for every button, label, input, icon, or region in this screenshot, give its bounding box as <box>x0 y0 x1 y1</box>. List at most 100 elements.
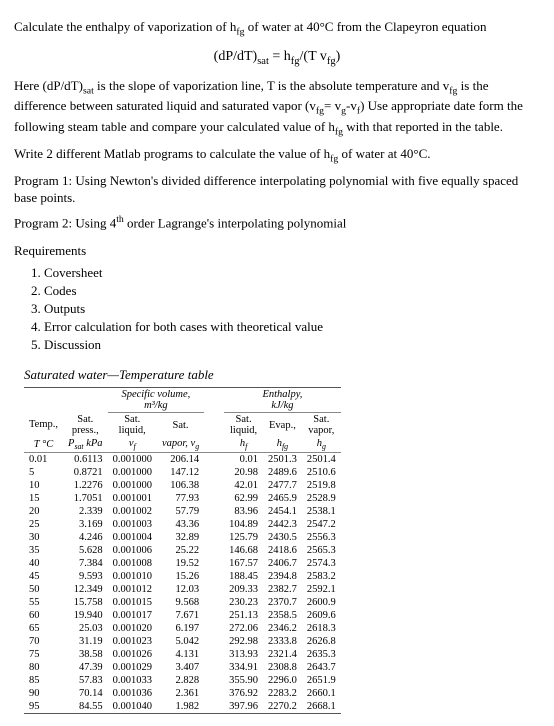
table-cell: 188.45 <box>224 570 263 583</box>
table-cell: 0.8721 <box>63 466 108 479</box>
table-cell: 230.23 <box>224 596 263 609</box>
table-cell: 147.12 <box>157 466 204 479</box>
table-cell: 57.83 <box>63 674 108 687</box>
program-1: Program 1: Using Newton's divided differ… <box>14 172 540 207</box>
table-row: 6019.9400.0010177.671251.132358.52609.6 <box>24 609 341 622</box>
table-cell: 251.13 <box>224 609 263 622</box>
table-cell: 2.828 <box>157 674 204 687</box>
table-cell: 0.001002 <box>108 505 157 518</box>
table-cell: 106.38 <box>157 479 204 492</box>
table-cell: 70.14 <box>63 687 108 700</box>
requirements-list: Coversheet Codes Outputs Error calculati… <box>44 265 540 353</box>
table-cell: 2308.8 <box>263 661 302 674</box>
table-caption: Saturated water—Temperature table <box>24 367 540 383</box>
table-row: 151.70510.00100177.9362.992465.92528.9 <box>24 492 341 505</box>
table-cell: 2.361 <box>157 687 204 700</box>
table-cell: 292.98 <box>224 635 263 648</box>
table-cell: 146.68 <box>224 544 263 557</box>
table-cell: 2382.7 <box>263 583 302 596</box>
enth-header: Enthalpy,kJ/kg <box>224 388 341 413</box>
table-cell: 0.001033 <box>108 674 157 687</box>
col-vf: Sat.liquid, <box>108 413 157 438</box>
table-cell: 397.96 <box>224 700 263 714</box>
table-cell: 40 <box>24 557 63 570</box>
col-temp: Temp., <box>24 413 63 438</box>
table-cell: 84.55 <box>63 700 108 714</box>
table-cell: 2510.6 <box>302 466 341 479</box>
col-hfg: Evap., <box>263 413 302 438</box>
table-cell: 0.01 <box>224 453 263 467</box>
table-cell: 2321.4 <box>263 648 302 661</box>
table-cell: 0.001004 <box>108 531 157 544</box>
table-row: 7031.190.0010235.042292.982333.82626.8 <box>24 635 341 648</box>
req-item: Coversheet <box>44 265 540 281</box>
table-cell: 209.33 <box>224 583 263 596</box>
steam-table: Specific volume,m³/kg Enthalpy,kJ/kg Tem… <box>24 387 341 714</box>
table-cell: 45 <box>24 570 63 583</box>
table-cell: 3.407 <box>157 661 204 674</box>
table-cell: 25 <box>24 518 63 531</box>
table-cell: 35 <box>24 544 63 557</box>
table-cell: 0.001017 <box>108 609 157 622</box>
table-cell: 7.671 <box>157 609 204 622</box>
table-row: 202.3390.00100257.7983.962454.12538.1 <box>24 505 341 518</box>
table-cell: 10 <box>24 479 63 492</box>
table-row: 459.5930.00101015.26188.452394.82583.2 <box>24 570 341 583</box>
table-cell: 2538.1 <box>302 505 341 518</box>
col-psat: Sat.press., <box>63 413 108 438</box>
table-cell: 125.79 <box>224 531 263 544</box>
table-cell: 50 <box>24 583 63 596</box>
table-cell: 2.339 <box>63 505 108 518</box>
table-cell: 2358.5 <box>263 609 302 622</box>
table-row: 5515.7580.0010159.568230.232370.72600.9 <box>24 596 341 609</box>
table-cell: 38.58 <box>63 648 108 661</box>
table-cell: 31.19 <box>63 635 108 648</box>
table-cell: 60 <box>24 609 63 622</box>
table-cell: 12.03 <box>157 583 204 596</box>
table-cell: 2574.3 <box>302 557 341 570</box>
table-cell: 2643.7 <box>302 661 341 674</box>
table-cell: 2668.1 <box>302 700 341 714</box>
table-row: 50.87210.001000147.1220.982489.62510.6 <box>24 466 341 479</box>
table-cell: 376.92 <box>224 687 263 700</box>
table-cell: 2565.3 <box>302 544 341 557</box>
table-cell: 4.246 <box>63 531 108 544</box>
table-cell: 2501.3 <box>263 453 302 467</box>
table-cell: 15 <box>24 492 63 505</box>
table-cell: 2626.8 <box>302 635 341 648</box>
table-cell: 32.89 <box>157 531 204 544</box>
col-hf: Sat.liquid, <box>224 413 263 438</box>
table-cell: 0.001036 <box>108 687 157 700</box>
table-cell: 272.06 <box>224 622 263 635</box>
table-row: 9584.550.0010401.982397.962270.22668.1 <box>24 700 341 714</box>
table-cell: 25.03 <box>63 622 108 635</box>
table-row: 5012.3490.00101212.03209.332382.72592.1 <box>24 583 341 596</box>
table-cell: 206.14 <box>157 453 204 467</box>
table-cell: 62.99 <box>224 492 263 505</box>
table-cell: 1.2276 <box>63 479 108 492</box>
table-cell: 2583.2 <box>302 570 341 583</box>
table-cell: 9.568 <box>157 596 204 609</box>
table-cell: 2418.6 <box>263 544 302 557</box>
table-cell: 3.169 <box>63 518 108 531</box>
table-cell: 75 <box>24 648 63 661</box>
table-cell: 77.93 <box>157 492 204 505</box>
table-cell: 2660.1 <box>302 687 341 700</box>
table-cell: 313.93 <box>224 648 263 661</box>
col-hg: Sat.vapor, <box>302 413 341 438</box>
table-cell: 0.6113 <box>63 453 108 467</box>
table-cell: 2270.2 <box>263 700 302 714</box>
table-cell: 2609.6 <box>302 609 341 622</box>
table-cell: 0.001040 <box>108 700 157 714</box>
table-cell: 0.001020 <box>108 622 157 635</box>
table-cell: 0.001023 <box>108 635 157 648</box>
table-cell: 5.042 <box>157 635 204 648</box>
table-cell: 104.89 <box>224 518 263 531</box>
table-cell: 2465.9 <box>263 492 302 505</box>
table-cell: 0.001000 <box>108 453 157 467</box>
table-cell: 2406.7 <box>263 557 302 570</box>
table-cell: 2635.3 <box>302 648 341 661</box>
table-cell: 20.98 <box>224 466 263 479</box>
table-row: 9070.140.0010362.361376.922283.22660.1 <box>24 687 341 700</box>
table-row: 8047.390.0010293.407334.912308.82643.7 <box>24 661 341 674</box>
